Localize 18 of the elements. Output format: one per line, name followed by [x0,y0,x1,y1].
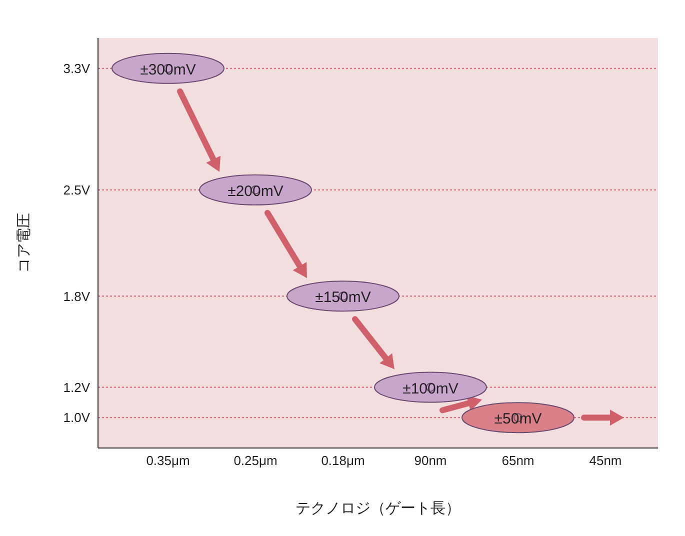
annotation: ±50mV [494,410,542,428]
annotation: ±200mV [228,182,284,200]
x-tick-label: 65nm [502,453,534,468]
x-tick-label: 0.18μm [321,453,365,468]
x-axis-title: テクノロジ（ゲート長） [296,500,460,517]
x-tick-label: 0.25μm [234,453,278,468]
annotation: ±100mV [402,380,458,398]
annotation: ±300mV [140,61,196,78]
x-tick-label: 0.35μm [146,453,190,468]
y-tick-label: 2.5V [63,182,90,198]
y-tick-label: 3.3V [63,60,90,76]
x-tick-label: 90nm [414,453,447,468]
x-tick-label: 45nm [589,453,622,468]
y-axis-title: コア電圧 [15,213,32,273]
y-tick-label: 1.0V [63,410,90,426]
y-tick-label: 1.8V [63,288,90,304]
y-tick-label: 1.2V [63,380,90,395]
annotation: ±150mV [315,289,371,306]
